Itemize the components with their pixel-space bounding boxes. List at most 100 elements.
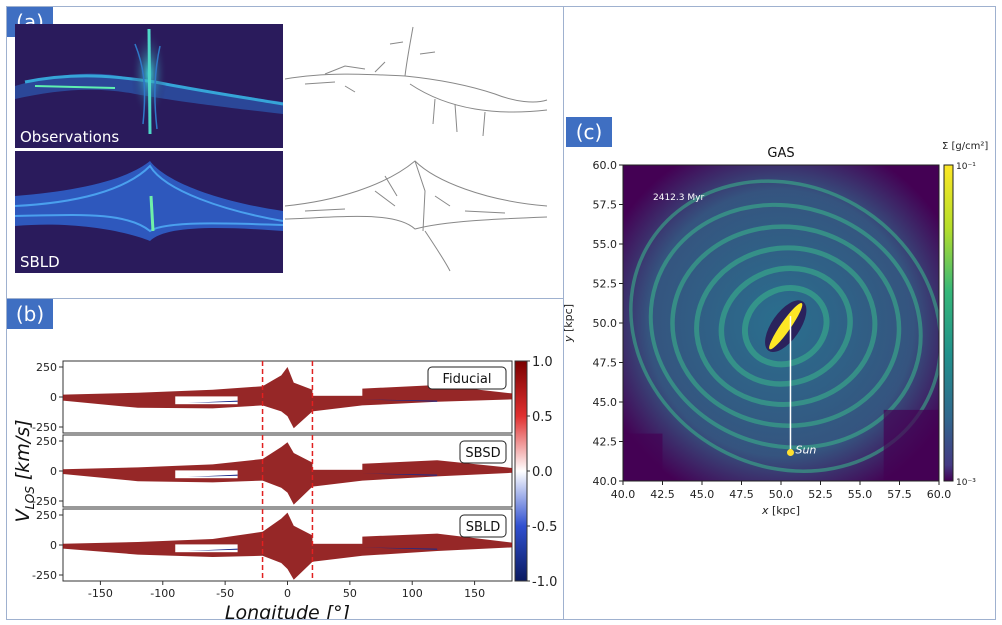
y-axis-label-unit: [km/s] (12, 419, 34, 486)
colorbar-tick-label: 0.0 (532, 465, 553, 480)
lower-branch-area (63, 545, 512, 580)
x-tick-label: 52.5 (808, 488, 833, 501)
y-tick-label: 42.5 (593, 436, 618, 449)
colorbar (943, 164, 954, 482)
x-tick-label: 50.0 (769, 488, 794, 501)
series-label: SBSD (465, 446, 500, 461)
spiral-arm (718, 265, 853, 387)
y-tick-label: -250 (32, 421, 57, 434)
observations-caption: Observations (20, 128, 120, 146)
colorbar-label: Σ [g/cm²] (942, 141, 988, 152)
x-tick-label: -100 (150, 587, 175, 600)
white-gap (175, 396, 238, 405)
colorbar (514, 360, 528, 582)
spiral-structure (623, 179, 939, 481)
x-tick-label: 45.0 (690, 488, 715, 501)
y-axis-label-main: y (564, 335, 575, 343)
blue-segment (187, 548, 238, 551)
upper-branch-area (63, 512, 512, 545)
panel-c-label: (c) (566, 117, 612, 147)
spiral-arm (648, 202, 923, 450)
colorbar-tick-label: 1.0 (532, 355, 553, 370)
sbld-skeleton (285, 160, 548, 272)
sun-marker (786, 449, 794, 457)
sbld-image: SBLD (15, 151, 283, 273)
series-label: Fiducial (443, 372, 492, 387)
y-tick-label: 0 (50, 465, 57, 478)
y-tick-label: 60.0 (593, 159, 618, 172)
x-tick-label: 100 (402, 587, 423, 600)
x-tick-label: 50 (343, 587, 357, 600)
y-tick-label: 50.0 (593, 317, 618, 330)
y-tick-label: 250 (36, 361, 57, 374)
y-axis-label-main: V (12, 508, 34, 523)
panel-c: (c) GAS Sun 2412.3 Myr 40.0 42.5 45.0 47.5 50.0… (563, 6, 996, 620)
time-label: 2412.3 Myr (653, 193, 704, 203)
bar-feature (769, 303, 803, 350)
white-gap (312, 460, 363, 470)
observations-image: Observations (15, 24, 283, 148)
y-tick-label: 55.0 (593, 238, 618, 251)
gas-density-chart: GAS Sun 2412.3 Myr 40.0 42.5 45.0 47.5 50.0 52.5… (564, 141, 988, 517)
blue-segment (362, 399, 438, 402)
y-tick-label: 40.0 (593, 475, 618, 488)
lower-branch-area (63, 471, 512, 505)
y-axis-label-sub: LOS (23, 486, 37, 510)
colorbar-tick-label: -1.0 (532, 575, 557, 590)
sbld-emission (15, 161, 283, 241)
y-tick-label: 0 (50, 539, 57, 552)
y-tick-label: 52.5 (593, 278, 618, 291)
x-tick-label: 57.5 (887, 488, 912, 501)
spiral-arm (670, 224, 902, 428)
x-tick-label: -150 (88, 587, 113, 600)
panel-b: (b) Fiducial 250 0 -250 SBSD 250 0 -250 SBLD 250 0… (6, 298, 564, 620)
colorbar-bottom-label: 10⁻³ (956, 478, 976, 488)
x-axis-label: x [kpc] (761, 504, 800, 517)
series-label-box (459, 440, 507, 464)
colorbar-top-label: 10⁻¹ (956, 162, 976, 172)
velocity-chart: Fiducial 250 0 -250 SBSD 250 0 -250 SBLD 250 0 -250… (12, 355, 557, 619)
y-axis-label-unit: [kpc] (564, 304, 575, 335)
x-axis-label-unit: [kpc] (769, 504, 800, 517)
sun-label: Sun (795, 444, 816, 457)
x-axis-label: Longitude [°] (225, 602, 350, 619)
x-tick-label: 150 (464, 587, 485, 600)
observations-emission (15, 28, 283, 135)
series-label: SBLD (466, 520, 500, 535)
observations-skeleton (285, 26, 548, 137)
spiral-arm (629, 179, 939, 473)
y-tick-label: 250 (36, 509, 57, 522)
y-axis-label: y [kpc] (564, 304, 575, 343)
white-gap (175, 544, 238, 553)
x-tick-label: 47.5 (729, 488, 754, 501)
spiral-arm (741, 284, 830, 368)
series-label-box (427, 366, 507, 390)
blue-segment (362, 473, 438, 476)
y-tick-label: 57.5 (593, 199, 618, 212)
white-gap (312, 386, 363, 396)
x-tick-label: 55.0 (848, 488, 873, 501)
y-tick-label: 47.5 (593, 357, 618, 370)
white-gap (312, 534, 363, 544)
colorbar-tick-label: -0.5 (532, 520, 557, 535)
y-tick-label: 250 (36, 435, 57, 448)
y-tick-label: 0 (50, 391, 57, 404)
sbld-caption: SBLD (20, 253, 60, 271)
low-density-corner (883, 409, 939, 481)
x-axis-label-main: x (761, 504, 769, 517)
colorbar-tick-label: 0.5 (532, 410, 553, 425)
y-tick-label: 45.0 (593, 396, 618, 409)
upper-branch-area (63, 367, 512, 397)
panel-a: (a) Observations (6, 6, 564, 299)
spiral-arm (694, 245, 878, 407)
white-gap (175, 470, 238, 479)
y-tick-label: -250 (32, 495, 57, 508)
x-tick-label: 42.5 (650, 488, 675, 501)
panel-b-label: (b) (7, 299, 53, 329)
y-axis-label: VLOS [km/s] (12, 419, 37, 522)
low-density-corner (623, 433, 663, 481)
x-tick-label: -50 (216, 587, 234, 600)
chart-title: GAS (767, 146, 794, 161)
y-tick-label: -250 (32, 569, 57, 582)
lower-branch-area (63, 397, 512, 429)
